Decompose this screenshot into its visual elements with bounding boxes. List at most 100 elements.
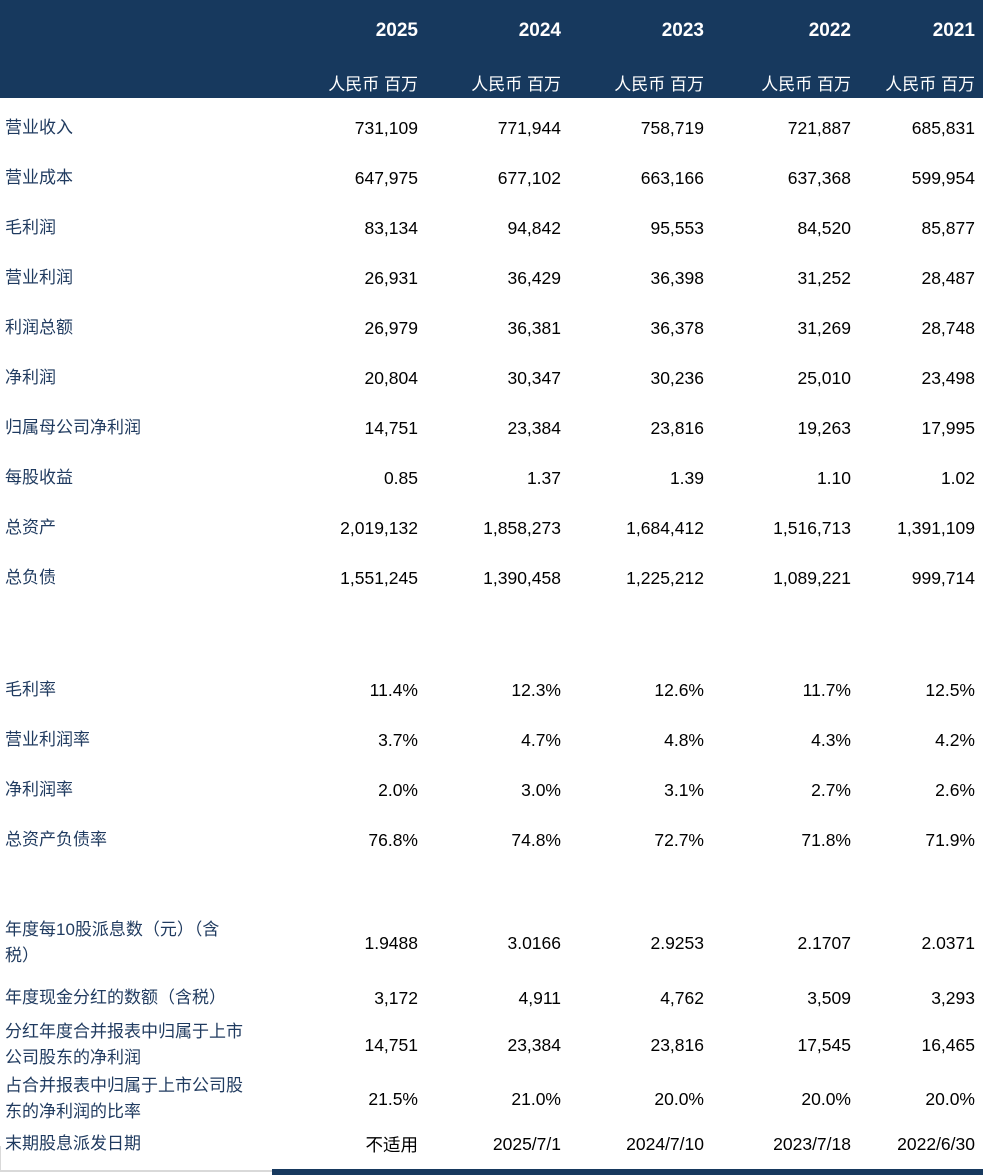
value-cell: 999,714 [911,567,975,588]
value-cell: 4.7% [521,729,561,750]
value-cell: 1.37 [526,467,561,488]
value-cell: 23,384 [507,1034,561,1055]
year-column-header: 2021 [932,20,975,41]
table-row: 营业成本 647,975 677,102 663,166 637,368 599,954 [0,153,983,203]
value-cell: 72.7% [654,829,704,850]
value-cell: 2023/7/18 [773,1133,851,1154]
row-label: 净利润 [0,353,300,403]
value-cell: 1.10 [816,467,851,488]
table-row: 总资产负债率 76.8% 74.8% 72.7% 71.8% 71.9% [0,815,983,865]
value-cell: 12.3% [511,679,561,700]
value-cell: 26,979 [364,317,418,338]
table-body: 营业收入 731,109 771,944 758,719 721,887 685,831 营… [0,98,983,1162]
value-cell: 3.7% [378,729,418,750]
row-label: 利润总额 [0,303,300,353]
value-cell: 12.6% [654,679,704,700]
value-cell: 不适用 [365,1134,419,1155]
value-cell: 95,553 [650,217,704,238]
value-cell: 1,684,412 [626,517,704,538]
table-row: 净利润 20,804 30,347 30,236 25,010 23,498 [0,353,983,403]
value-cell: 2.6% [935,779,975,800]
row-label: 年度现金分红的数额（含税） [0,978,300,1018]
row-label: 分红年度合并报表中归属于上市公司股东的净利润 [0,1018,300,1072]
value-cell: 1.02 [940,467,975,488]
section-gap [0,603,983,665]
table-row: 年度现金分红的数额（含税） 3,172 4,911 4,762 3,509 3,293 [0,978,983,1018]
row-label-text: 年度现金分红的数额（含税） [5,988,226,1007]
currency-unit-label: 人民币 百万 [761,75,851,94]
value-cell: 94,842 [507,217,561,238]
value-cell: 2,019,132 [340,517,418,538]
row-label-text: 毛利率 [5,680,56,699]
value-cell: 663,166 [640,167,704,188]
table-row: 毛利润 83,134 94,842 95,553 84,520 85,877 [0,203,983,253]
row-label-text: 占合并报表中归属于上市公司股东的净利润的比率 [5,1076,243,1121]
value-cell: 31,269 [797,317,851,338]
value-cell: 74.8% [511,829,561,850]
value-cell: 84,520 [797,217,851,238]
table-header: 2025 2024 2023 2022 2021 人民币 百万 人民币 百万 人… [0,0,983,98]
value-cell: 83,134 [364,217,418,238]
value-cell: 28,487 [921,267,975,288]
value-cell: 3.1% [664,779,704,800]
value-cell: 30,347 [507,367,561,388]
value-cell: 17,545 [797,1034,851,1055]
value-cell: 1,089,221 [773,567,851,588]
header-spacer [0,70,300,95]
year-column-header: 2022 [808,20,851,41]
row-label-text: 营业利润 [5,268,73,287]
value-cell: 71.8% [801,829,851,850]
value-cell: 21.0% [511,1088,561,1109]
value-cell: 26,931 [364,267,418,288]
row-label: 总资产负债率 [0,815,300,865]
currency-unit-label: 人民币 百万 [885,75,975,94]
row-label-text: 总资产负债率 [5,830,107,849]
value-cell: 3,293 [931,987,975,1008]
table-section-income-and-balance: 营业收入 731,109 771,944 758,719 721,887 685,831 营… [0,103,983,603]
table-row: 净利润率 2.0% 3.0% 3.1% 2.7% 2.6% [0,765,983,815]
value-cell: 637,368 [787,167,851,188]
table-row: 归属母公司净利润 14,751 23,384 23,816 19,263 17,995 [0,403,983,453]
row-label: 营业收入 [0,103,300,153]
row-label-text: 净利润 [5,368,56,387]
table-row: 年度每10股派息数（元）（含税） 1.9488 3.0166 2.9253 2.1707… [0,908,983,978]
row-label-text: 归属母公司净利润 [5,418,141,437]
value-cell: 3,172 [374,987,418,1008]
row-label: 占合并报表中归属于上市公司股东的净利润的比率 [0,1072,300,1126]
row-label: 营业成本 [0,153,300,203]
value-cell: 4.3% [811,729,851,750]
value-cell: 20,804 [364,367,418,388]
table-row: 总负债 1,551,245 1,390,458 1,225,212 1,089,221 9… [0,553,983,603]
year-column-header: 2024 [518,20,561,41]
value-cell: 771,944 [497,117,561,138]
value-cell: 17,995 [921,417,975,438]
value-cell: 76.8% [368,829,418,850]
table-row: 分红年度合并报表中归属于上市公司股东的净利润 14,751 23,384 23,816… [0,1018,983,1072]
table-row: 总资产 2,019,132 1,858,273 1,684,412 1,516,713 1… [0,503,983,553]
value-cell: 31,252 [797,267,851,288]
row-label-text: 年度每10股派息数（元）（含税） [5,920,220,965]
value-cell: 36,429 [507,267,561,288]
value-cell: 19,263 [797,417,851,438]
value-cell: 28,748 [921,317,975,338]
value-cell: 599,954 [911,167,975,188]
row-label: 归属母公司净利润 [0,403,300,453]
value-cell: 2022/6/30 [897,1133,975,1154]
value-cell: 11.4% [369,679,418,700]
value-cell: 20.0% [654,1088,704,1109]
value-cell: 23,816 [650,1034,704,1055]
row-label-text: 末期股息派发日期 [5,1134,141,1153]
value-cell: 23,384 [507,417,561,438]
value-cell: 1,391,109 [897,517,975,538]
value-cell: 14,751 [364,1034,418,1055]
value-cell: 4,911 [518,987,562,1008]
value-cell: 3.0166 [507,932,561,953]
row-label: 年度每10股派息数（元）（含税） [0,908,300,978]
value-cell: 23,498 [921,367,975,388]
value-cell: 36,381 [507,317,561,338]
value-cell: 1,858,273 [483,517,561,538]
row-label-text: 利润总额 [5,318,73,337]
row-label-text: 营业成本 [5,168,73,187]
value-cell: 71.9% [925,829,975,850]
